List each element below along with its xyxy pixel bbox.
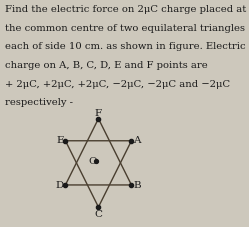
Text: C: C (94, 209, 102, 218)
Text: D: D (56, 181, 64, 190)
Text: O: O (88, 156, 97, 165)
Text: E: E (56, 136, 64, 145)
Text: F: F (95, 108, 102, 117)
Text: Find the electric force on 2μC charge placed at: Find the electric force on 2μC charge pl… (4, 5, 246, 14)
Text: charge on A, B, C, D, E and F points are: charge on A, B, C, D, E and F points are (4, 61, 207, 70)
Text: each of side 10 cm. as shown in figure. Electric: each of side 10 cm. as shown in figure. … (4, 42, 245, 51)
Text: + 2μC, +2μC, +2μC, −2μC, −2μC and −2μC: + 2μC, +2μC, +2μC, −2μC, −2μC and −2μC (4, 79, 230, 88)
Text: respectively -: respectively - (4, 98, 73, 107)
Text: the common centre of two equilateral triangles: the common centre of two equilateral tri… (4, 24, 245, 33)
Text: A: A (133, 136, 141, 145)
Text: B: B (133, 181, 141, 190)
